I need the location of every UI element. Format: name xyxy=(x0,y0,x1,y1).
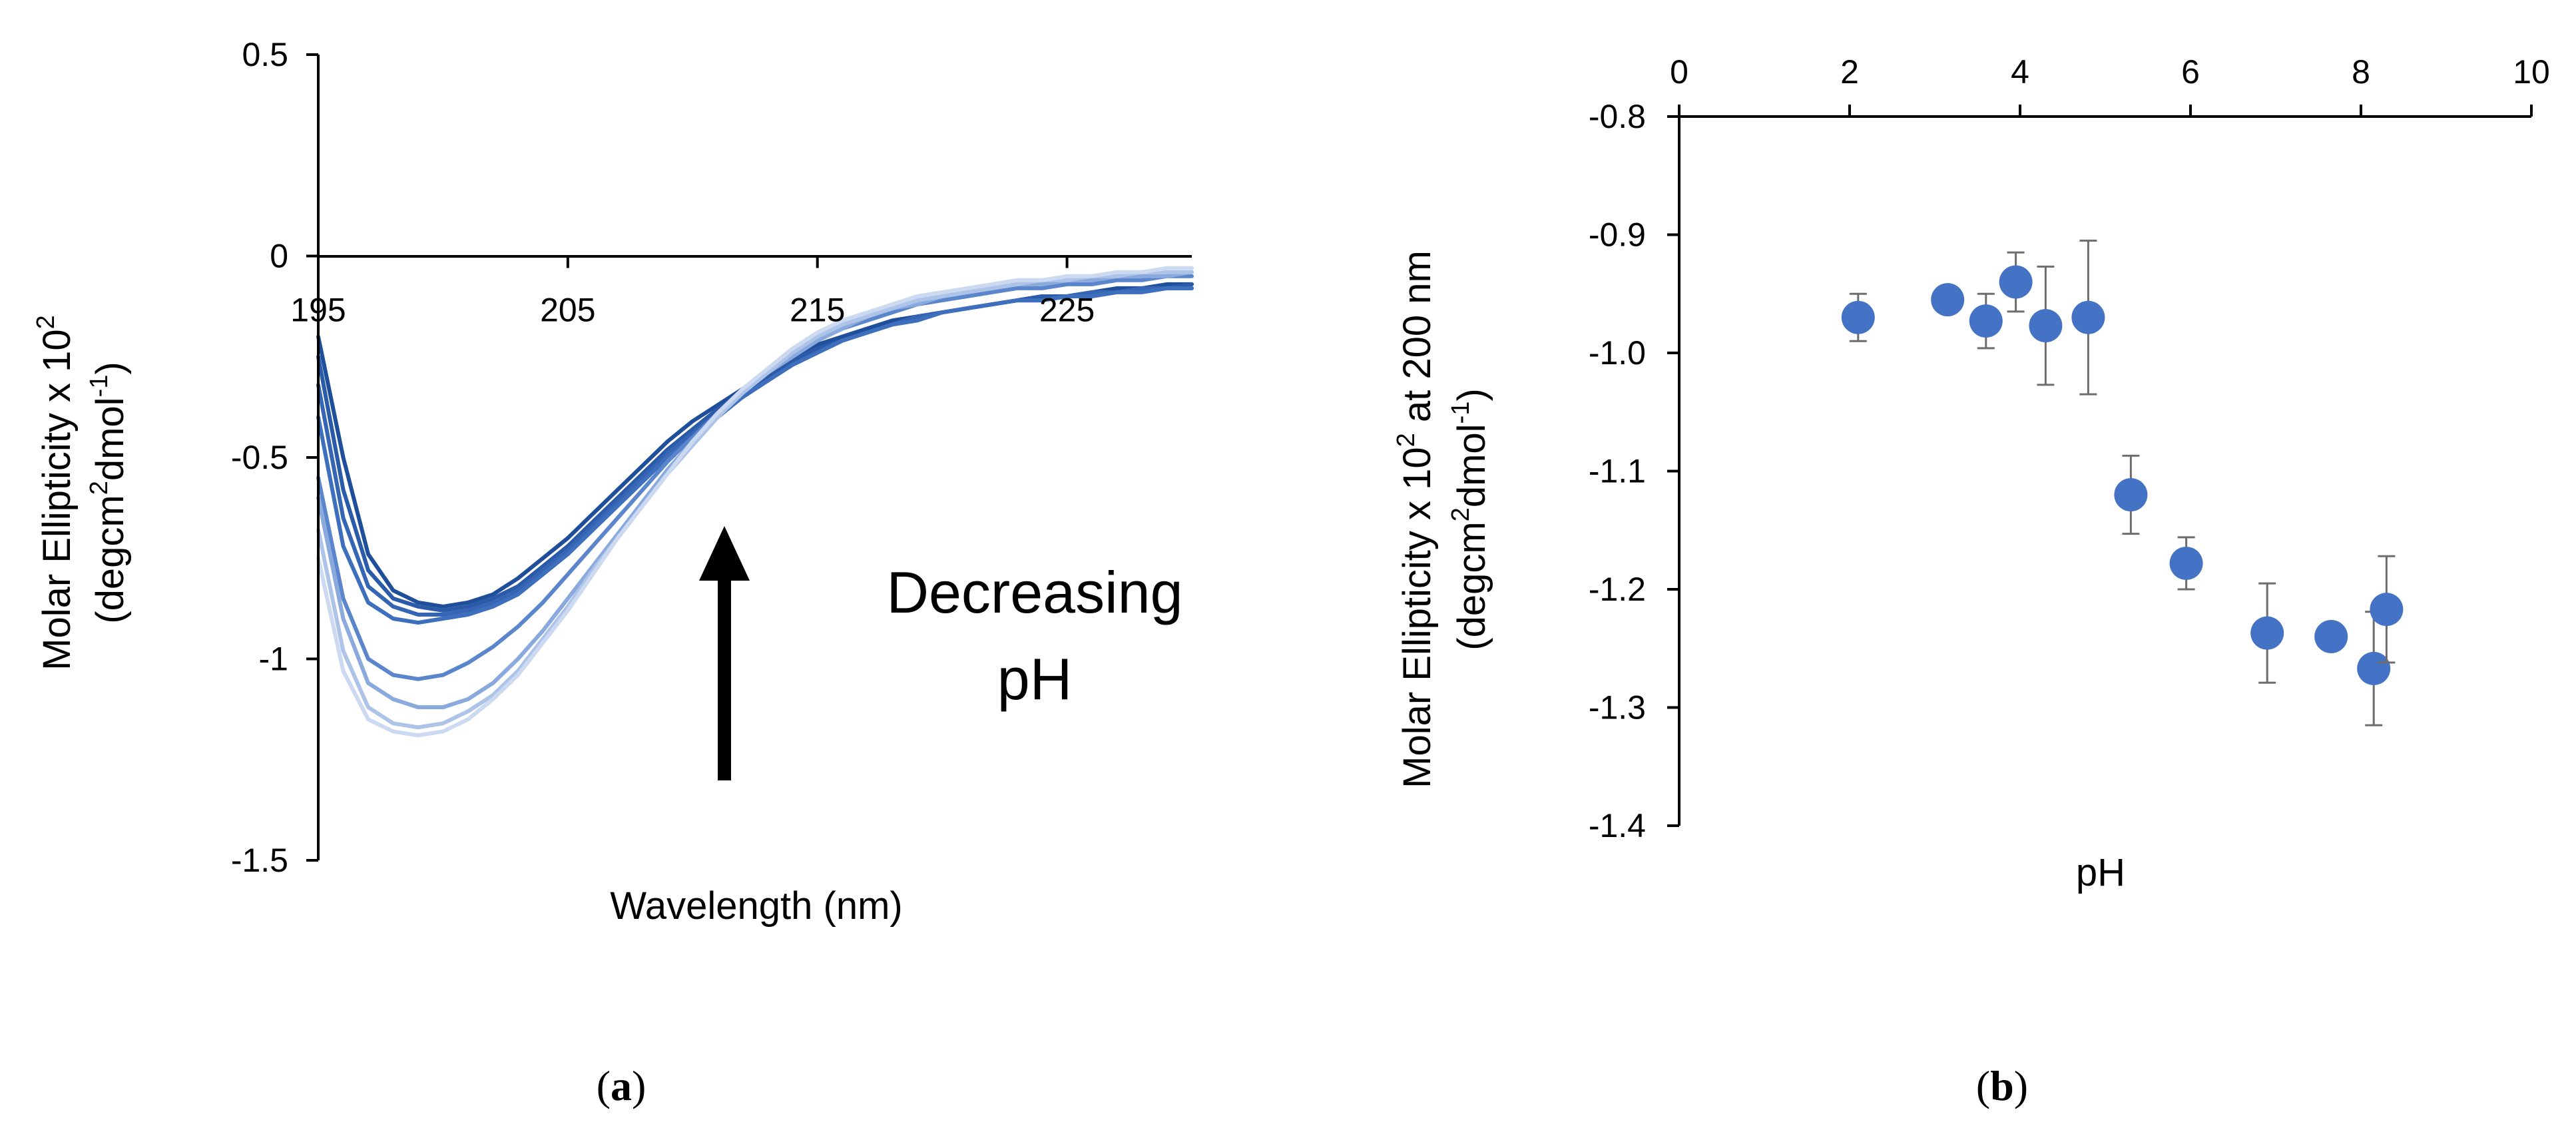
panel-a-y-tick-label: -1 xyxy=(259,641,288,678)
panel-b-ylabel-unit-sup1: 2 xyxy=(1447,507,1475,521)
panel-b-y-axis-title-line2: (degcm2dmol-1) xyxy=(1447,388,1493,650)
panel-b-x-axis-title: pH xyxy=(2076,851,2125,894)
panel-a-ylabel-unit-1: (degcm xyxy=(89,495,132,623)
panel-a-label-open: ( xyxy=(597,1062,611,1109)
panel-b-label-open: ( xyxy=(1976,1062,1990,1109)
panel-a-y-axis-title-line1: Molar Ellipticity x 102 xyxy=(32,315,79,671)
panel-a-x-tick-label: 195 xyxy=(290,292,346,329)
panel-b-y-tick-label: -1.3 xyxy=(1589,689,1646,726)
panel-b-y-axis-title-line1: Molar Ellipticity x 102 at 200 nm xyxy=(1392,250,1439,788)
panel-b-x-tick-label: 6 xyxy=(2181,53,2200,91)
panel-a-y-ticks: 0.5 0 -0.5 -1 -1.5 xyxy=(231,36,318,879)
data-point xyxy=(1999,265,2033,299)
panel-b-points-group xyxy=(1841,239,2404,726)
panel-b-x-tick-label: 10 xyxy=(2513,53,2550,91)
panel-b-ylabel-sup: 2 xyxy=(1392,433,1420,447)
panel-a-y-axis-title-line2: (degcm2dmol-1) xyxy=(85,362,132,623)
panel-a-ylabel-unit-2: dmol xyxy=(89,397,132,481)
panel-b-x-tick-label: 4 xyxy=(2011,53,2029,91)
panel-a: 0.5 0 -0.5 -1 -1.5 195 205 215 225 Wavelength (… xyxy=(32,36,1194,1109)
panel-a-x-tick-label: 205 xyxy=(540,292,595,329)
panel-a-y-tick-label: 0 xyxy=(270,238,288,275)
panel-a-series-group xyxy=(316,266,1194,738)
panel-a-ylabel-sup: 2 xyxy=(32,315,60,329)
data-point xyxy=(2071,300,2105,334)
cd-spectrum-line-1 xyxy=(316,282,1194,609)
panel-b-ylabel-unit-3: ) xyxy=(1450,388,1493,401)
data-point xyxy=(2314,620,2348,653)
panel-b-x-tick-label: 2 xyxy=(1840,53,1859,91)
panel-a-x-tick-label: 225 xyxy=(1039,292,1095,329)
panel-b-label-letter: b xyxy=(1990,1062,2014,1109)
panel-b-y-tick-label: -0.8 xyxy=(1589,98,1646,135)
data-point xyxy=(1969,304,2003,338)
panel-a-ylabel-unit-sup2: -1 xyxy=(85,375,113,398)
panel-a-y-tick-label: -1.5 xyxy=(231,842,288,879)
panel-b-label-close: ) xyxy=(2014,1062,2028,1109)
panel-a-ylabel-main: Molar Ellipticity x 10 xyxy=(35,329,79,670)
data-point xyxy=(2370,593,2404,627)
panel-b-y-tick-label: -1.4 xyxy=(1589,807,1646,844)
panel-b-ylabel-rest: at 200 nm xyxy=(1396,250,1439,433)
panel-a-x-ticks: 195 205 215 225 xyxy=(290,256,1095,329)
cd-spectrum-line-4 xyxy=(316,286,1194,625)
panel-a-x-tick-label: 215 xyxy=(790,292,845,329)
data-point xyxy=(1931,283,1965,317)
panel-a-ylabel-unit-sup1: 2 xyxy=(85,481,113,495)
data-point xyxy=(2029,309,2063,343)
panel-a-label: (a) xyxy=(597,1062,646,1109)
annotation-ph: pH xyxy=(997,646,1073,712)
cd-spectrum-line-8 xyxy=(316,266,1194,738)
panel-a-y-tick-label: 0.5 xyxy=(242,36,288,73)
panel-b-y-tick-label: -1.1 xyxy=(1589,453,1646,490)
panel-b-ylabel-main: Molar Ellipticity x 10 xyxy=(1396,447,1439,788)
decreasing-ph-arrow-icon xyxy=(699,526,750,780)
cd-spectrum-line-6 xyxy=(316,270,1194,710)
annotation-decreasing: Decreasing xyxy=(886,559,1182,625)
panel-b-y-tick-label: -1.2 xyxy=(1589,571,1646,608)
arrow-head xyxy=(699,526,750,581)
panel-a-label-letter: a xyxy=(611,1062,632,1109)
panel-b: -0.8-0.9-1.0-1.1-1.2-1.3-1.4 0 2 4 6 8 10 pH … xyxy=(1392,53,2550,1109)
data-point xyxy=(2114,478,2148,511)
panel-b-ylabel-unit-2: dmol xyxy=(1450,424,1493,507)
panel-b-x-tick-label: 0 xyxy=(1670,53,1688,91)
panel-b-ylabel-unit-sup2: -1 xyxy=(1447,402,1475,424)
data-point xyxy=(2250,616,2284,650)
panel-b-ylabel-unit-1: (degcm xyxy=(1450,521,1493,650)
panel-b-x-tick-label: 8 xyxy=(2352,53,2370,91)
panel-b-x-ticks: 0 2 4 6 8 10 xyxy=(1670,53,2550,117)
data-point xyxy=(1841,300,1875,334)
panel-a-y-tick-label: -0.5 xyxy=(231,439,288,476)
panel-b-y-tick-label: -0.9 xyxy=(1589,216,1646,254)
panel-a-x-axis-title: Wavelength (nm) xyxy=(610,884,902,928)
data-point xyxy=(2357,651,2391,685)
panel-b-y-ticks: -0.8 -0.9 -1.0 -1.1 -1.2 -1.3 -1.4 xyxy=(1589,98,1679,844)
panel-a-label-close: ) xyxy=(632,1062,646,1109)
panel-b-label: (b) xyxy=(1976,1062,2028,1109)
panel-b-y-tick-label: -1.0 xyxy=(1589,334,1646,372)
panel-a-ylabel-unit-3: ) xyxy=(89,362,132,374)
data-point xyxy=(2169,546,2203,580)
